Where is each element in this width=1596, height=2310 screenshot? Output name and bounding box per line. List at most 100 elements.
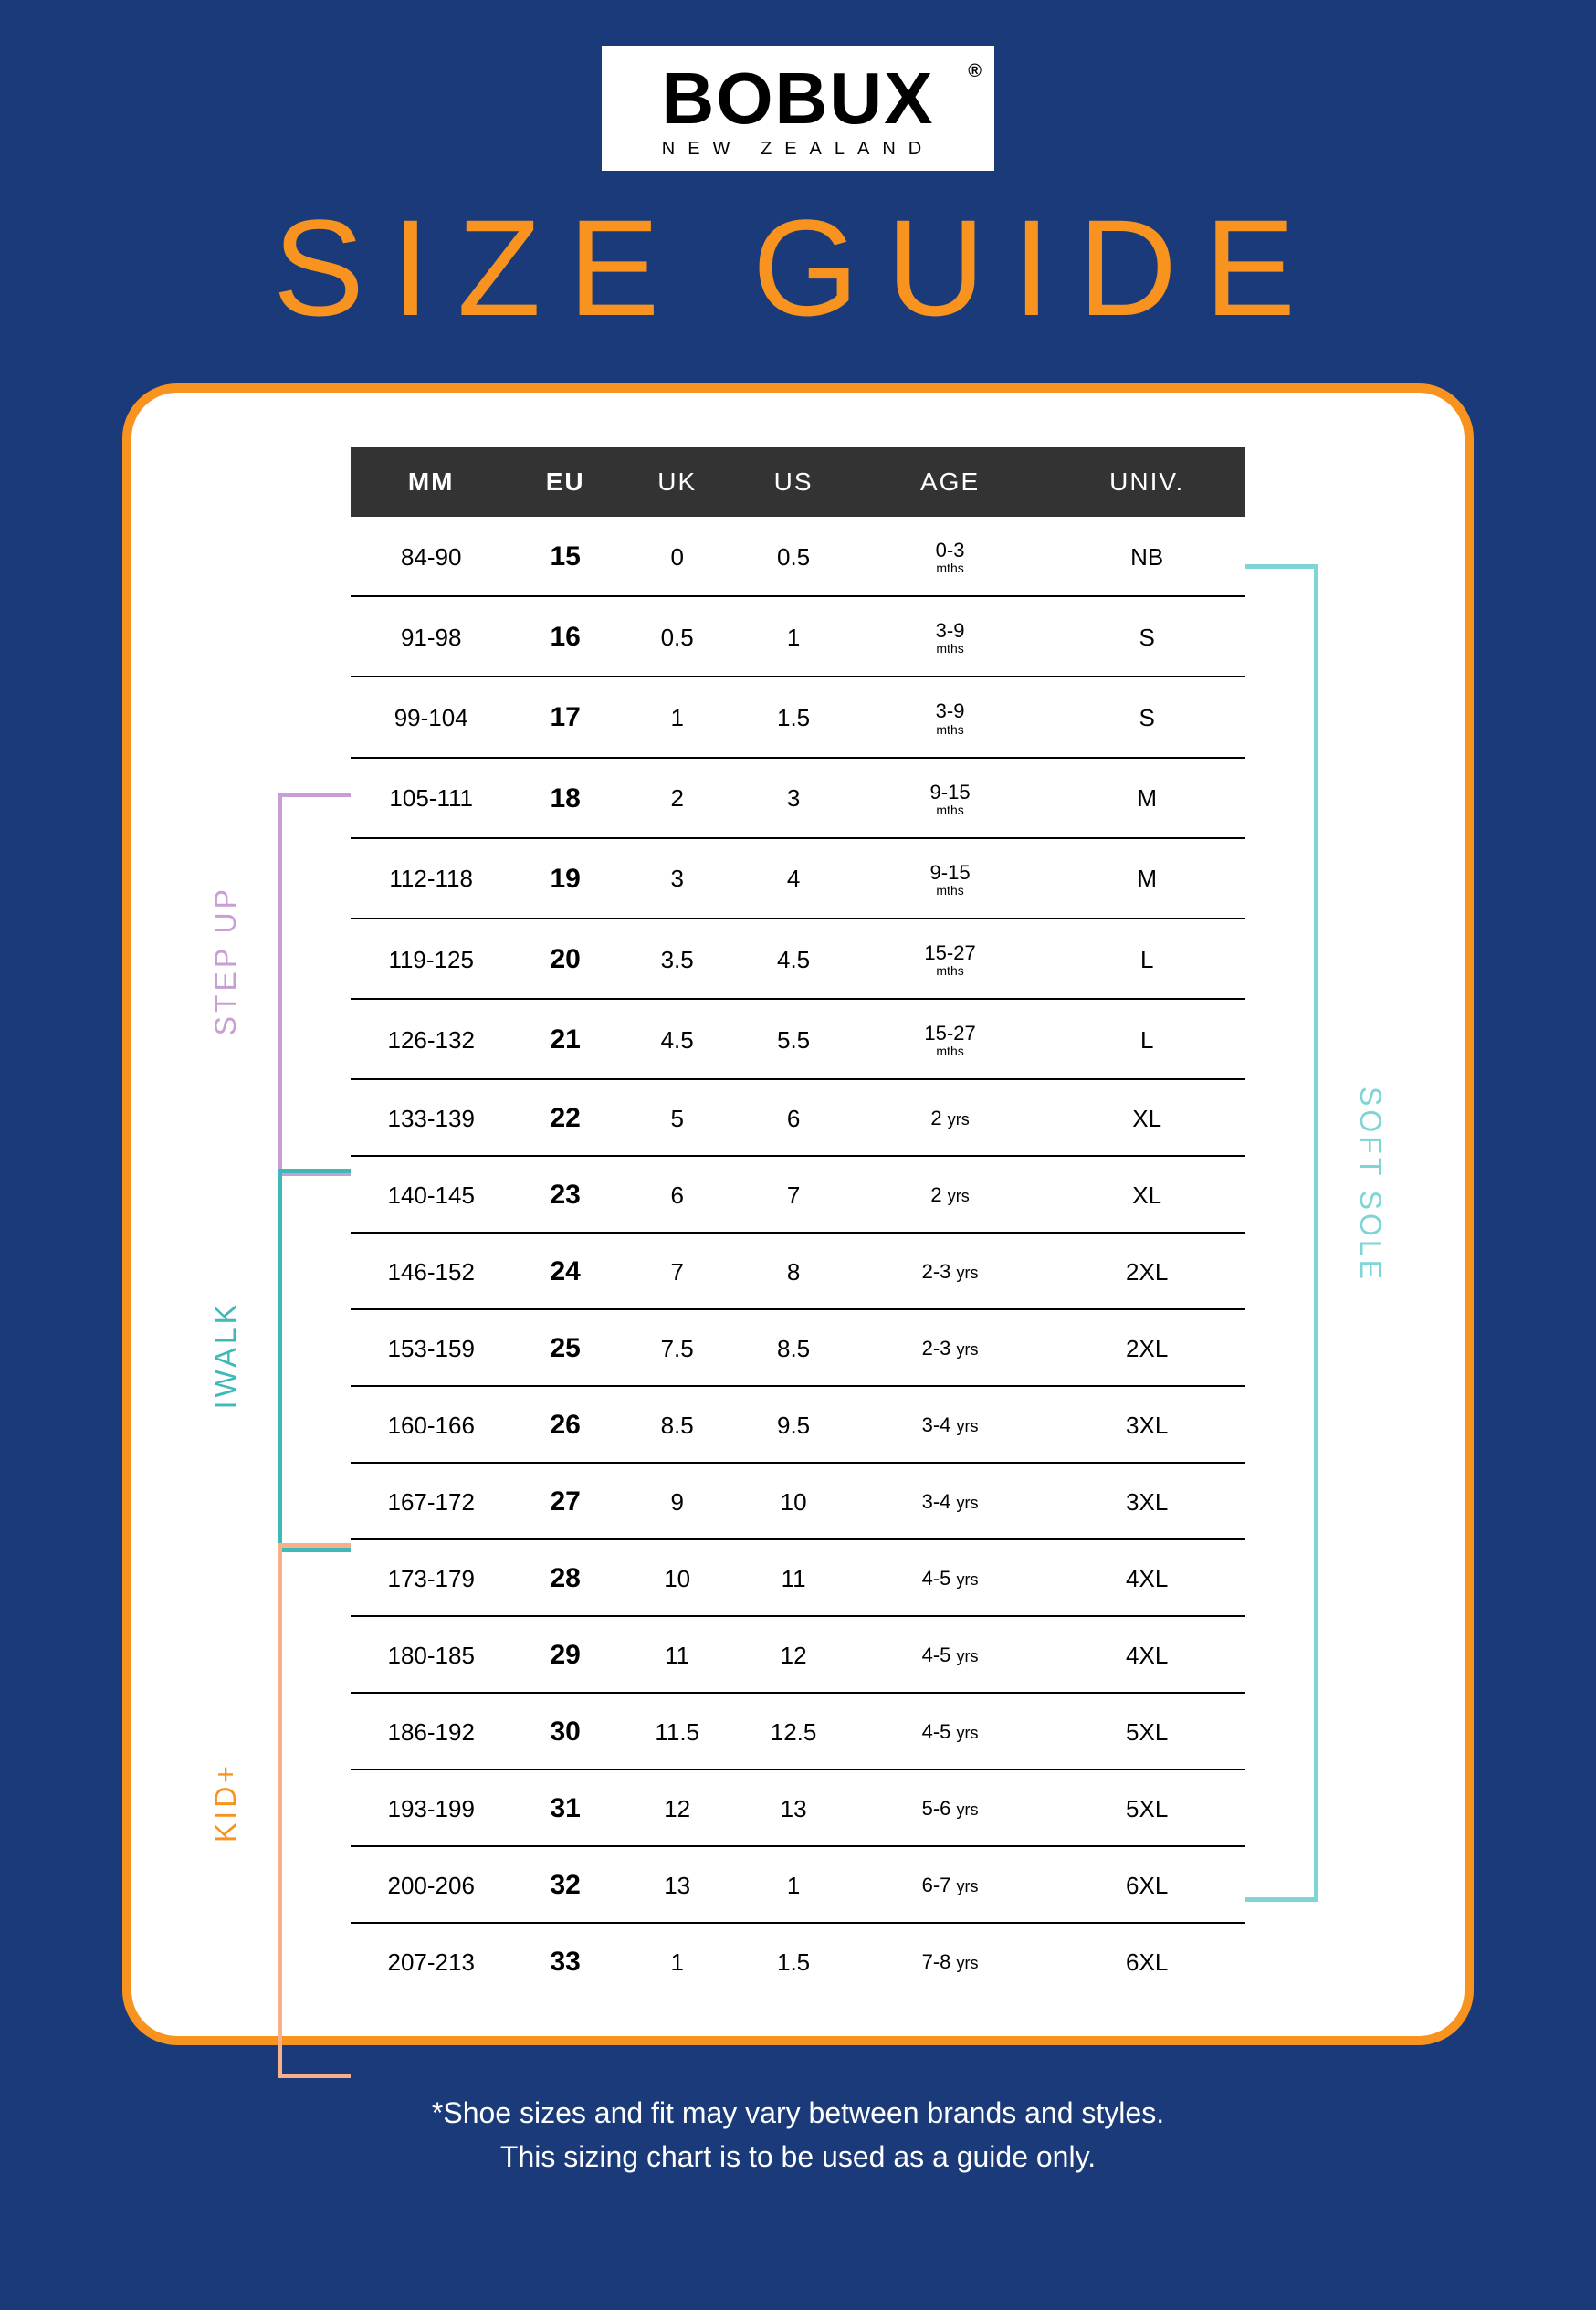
- cell-mm: 140-145: [351, 1156, 511, 1233]
- cell-mm: 84-90: [351, 517, 511, 596]
- table-row: 133-13922562 yrsXL: [351, 1079, 1245, 1156]
- cell-eu: 26: [511, 1386, 619, 1463]
- cell-us: 3: [735, 758, 851, 838]
- cell-univ: L: [1048, 999, 1245, 1079]
- cell-univ: 4XL: [1048, 1539, 1245, 1616]
- cell-uk: 10: [619, 1539, 735, 1616]
- cell-age: 0-3mths: [852, 517, 1049, 596]
- cell-uk: 8.5: [619, 1386, 735, 1463]
- cell-eu: 15: [511, 517, 619, 596]
- cell-us: 11: [735, 1539, 851, 1616]
- cell-us: 1.5: [735, 677, 851, 757]
- cell-mm: 91-98: [351, 596, 511, 677]
- cell-mm: 105-111: [351, 758, 511, 838]
- cell-uk: 0.5: [619, 596, 735, 677]
- table-row: 200-206321316-7 yrs6XL: [351, 1846, 1245, 1923]
- cell-us: 8.5: [735, 1309, 851, 1386]
- cell-eu: 16: [511, 596, 619, 677]
- table-row: 180-1852911124-5 yrs4XL: [351, 1616, 1245, 1693]
- cell-uk: 0: [619, 517, 735, 596]
- cell-age: 2 yrs: [852, 1156, 1049, 1233]
- cell-us: 7: [735, 1156, 851, 1233]
- cell-univ: 6XL: [1048, 1923, 1245, 1999]
- cell-us: 8: [735, 1233, 851, 1309]
- cell-age: 2-3 yrs: [852, 1309, 1049, 1386]
- cell-univ: XL: [1048, 1156, 1245, 1233]
- cell-eu: 32: [511, 1846, 619, 1923]
- cell-eu: 29: [511, 1616, 619, 1693]
- kid-bracket: [278, 1543, 351, 2078]
- table-row: 91-98160.513-9mthsS: [351, 596, 1245, 677]
- cell-uk: 3.5: [619, 919, 735, 999]
- table-body: 84-901500.50-3mthsNB91-98160.513-9mthsS9…: [351, 517, 1245, 1999]
- cell-us: 5.5: [735, 999, 851, 1079]
- cell-univ: S: [1048, 677, 1245, 757]
- cell-age: 2 yrs: [852, 1079, 1049, 1156]
- cell-uk: 9: [619, 1463, 735, 1539]
- cell-us: 0.5: [735, 517, 851, 596]
- cell-uk: 1: [619, 1923, 735, 1999]
- cell-us: 1: [735, 1846, 851, 1923]
- iwalk-bracket: [278, 1169, 351, 1552]
- cell-age: 4-5 yrs: [852, 1539, 1049, 1616]
- cell-uk: 12: [619, 1769, 735, 1846]
- cell-eu: 23: [511, 1156, 619, 1233]
- cell-univ: 3XL: [1048, 1386, 1245, 1463]
- cell-age: 6-7 yrs: [852, 1846, 1049, 1923]
- cell-univ: L: [1048, 919, 1245, 999]
- table-row: 126-132214.55.515-27mthsL: [351, 999, 1245, 1079]
- cell-mm: 173-179: [351, 1539, 511, 1616]
- table-row: 186-1923011.512.54-5 yrs5XL: [351, 1693, 1245, 1769]
- cell-mm: 99-104: [351, 677, 511, 757]
- cell-eu: 33: [511, 1923, 619, 1999]
- table-row: 167-172279103-4 yrs3XL: [351, 1463, 1245, 1539]
- cell-mm: 119-125: [351, 919, 511, 999]
- stepup-label: STEP UP: [209, 886, 243, 1035]
- size-card: SOFT SOLE STEP UP IWALK KID+ MM EU UK US…: [122, 383, 1474, 2045]
- cell-age: 9-15mths: [852, 838, 1049, 919]
- table-row: 84-901500.50-3mthsNB: [351, 517, 1245, 596]
- cell-us: 1.5: [735, 1923, 851, 1999]
- cell-eu: 31: [511, 1769, 619, 1846]
- page-title: SIZE GUIDE: [0, 189, 1596, 347]
- brand-name-text: BOBUX: [662, 58, 935, 139]
- cell-age: 9-15mths: [852, 758, 1049, 838]
- table-row: 193-1993112135-6 yrs5XL: [351, 1769, 1245, 1846]
- cell-uk: 4.5: [619, 999, 735, 1079]
- table-row: 146-15224782-3 yrs2XL: [351, 1233, 1245, 1309]
- cell-age: 15-27mths: [852, 919, 1049, 999]
- kid-label: KID+: [209, 1762, 243, 1843]
- cell-eu: 21: [511, 999, 619, 1079]
- cell-mm: 186-192: [351, 1693, 511, 1769]
- header-row: MM EU UK US AGE UNIV.: [351, 447, 1245, 517]
- cell-eu: 24: [511, 1233, 619, 1309]
- table-row: 119-125203.54.515-27mthsL: [351, 919, 1245, 999]
- stepup-bracket: [278, 793, 351, 1176]
- cell-univ: XL: [1048, 1079, 1245, 1156]
- cell-mm: 112-118: [351, 838, 511, 919]
- cell-age: 3-4 yrs: [852, 1386, 1049, 1463]
- cell-uk: 11.5: [619, 1693, 735, 1769]
- cell-uk: 2: [619, 758, 735, 838]
- cell-us: 4: [735, 838, 851, 919]
- cell-uk: 6: [619, 1156, 735, 1233]
- softsole-label: SOFT SOLE: [1353, 1087, 1387, 1283]
- cell-age: 3-9mths: [852, 677, 1049, 757]
- cell-uk: 5: [619, 1079, 735, 1156]
- cell-univ: 5XL: [1048, 1769, 1245, 1846]
- cell-eu: 22: [511, 1079, 619, 1156]
- cell-us: 10: [735, 1463, 851, 1539]
- cell-us: 12.5: [735, 1693, 851, 1769]
- footnote-line2: This sizing chart is to be used as a gui…: [500, 2140, 1096, 2173]
- cell-uk: 3: [619, 838, 735, 919]
- col-uk: UK: [619, 447, 735, 517]
- cell-us: 6: [735, 1079, 851, 1156]
- cell-eu: 28: [511, 1539, 619, 1616]
- cell-age: 15-27mths: [852, 999, 1049, 1079]
- cell-mm: 133-139: [351, 1079, 511, 1156]
- registered-mark: ®: [968, 62, 983, 80]
- cell-eu: 20: [511, 919, 619, 999]
- cell-univ: 2XL: [1048, 1233, 1245, 1309]
- cell-age: 4-5 yrs: [852, 1693, 1049, 1769]
- cell-uk: 7: [619, 1233, 735, 1309]
